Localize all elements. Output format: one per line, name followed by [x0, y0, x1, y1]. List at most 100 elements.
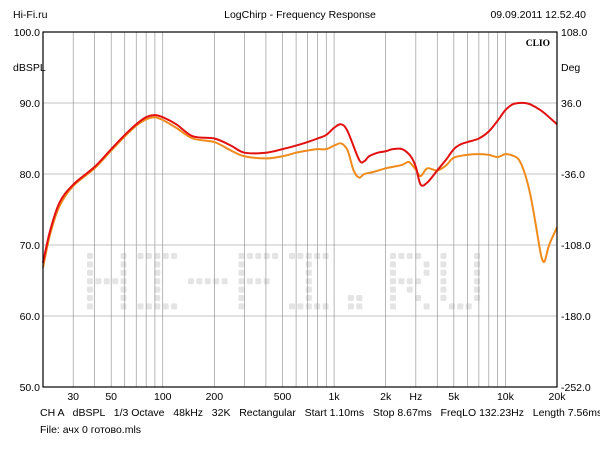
watermark-dot: [390, 278, 396, 285]
watermark-dot: [297, 303, 304, 310]
watermark-dot: [188, 278, 194, 285]
watermark-dot: [238, 303, 245, 310]
y-tick-label: 60.0: [20, 311, 41, 323]
watermark-dot: [154, 261, 161, 268]
y-tick-label: 80.0: [20, 169, 41, 181]
watermark-dot: [196, 278, 203, 285]
watermark-dot: [154, 253, 161, 259]
y-tick-label: 70.0: [20, 240, 41, 252]
watermark-dot: [120, 261, 127, 268]
watermark-dot: [238, 278, 245, 285]
watermark-dot: [145, 303, 152, 310]
watermark-dot: [87, 303, 93, 310]
y2-axis-label: Deg: [561, 62, 580, 74]
watermark-dot: [440, 286, 447, 293]
watermark-dot: [87, 286, 93, 293]
clio-brand-label: CLIO: [526, 39, 550, 49]
grid-layer: [43, 32, 557, 387]
y2-tick-label: -108.0: [561, 240, 591, 252]
watermark-dot: [457, 303, 464, 310]
y2-tick-label: -252.0: [561, 382, 591, 394]
watermark-dot: [87, 269, 93, 276]
watermark-dot: [87, 261, 93, 268]
y-tick-label: 50.0: [20, 382, 41, 394]
watermark-dot: [120, 269, 127, 276]
watermark-dot: [137, 253, 144, 259]
watermark-dot: [238, 295, 245, 301]
watermark-dot: [347, 303, 354, 310]
x-tick-label: 50: [105, 391, 117, 403]
watermark-dot: [474, 286, 481, 293]
x-tick-label: 30: [67, 391, 79, 403]
x-tick-label: Hz: [409, 391, 422, 403]
watermark-dot: [305, 253, 312, 259]
watermark-dot: [154, 303, 161, 310]
x-tick-label: 200: [206, 391, 224, 403]
watermark-dot: [406, 253, 413, 259]
watermark-dot: [246, 278, 253, 285]
watermark-dot: [238, 253, 245, 259]
watermark-dot: [263, 278, 270, 285]
watermark-dot: [213, 278, 220, 285]
watermark-dot: [305, 269, 312, 276]
y2-tick-label: -180.0: [561, 311, 591, 323]
watermark-dot: [440, 261, 447, 268]
watermark-dot: [423, 261, 430, 268]
watermark-dot: [246, 253, 253, 259]
watermark-dot: [120, 253, 127, 259]
y-axis-label: dBSPL: [13, 62, 46, 74]
watermark-dot: [171, 303, 178, 310]
watermark-dot: [162, 253, 169, 259]
watermark-dot: [120, 295, 127, 301]
watermark-dot: [87, 295, 93, 301]
x-tick-label: 1k: [329, 391, 341, 403]
watermark-dot: [305, 303, 312, 310]
watermark-dot: [440, 295, 447, 301]
watermark-dot: [390, 295, 396, 301]
watermark-dot: [448, 303, 455, 310]
watermark-dot: [440, 278, 447, 285]
watermark-dot: [145, 253, 152, 259]
watermark-dot: [112, 278, 119, 285]
watermark-dot: [221, 278, 228, 285]
watermark-dot: [390, 269, 396, 276]
y2-tick-label: 108.0: [561, 27, 587, 39]
watermark-dot: [171, 253, 178, 259]
watermark-dot: [154, 286, 161, 293]
watermark-dot: [356, 295, 363, 301]
watermark-dot: [305, 278, 312, 285]
series-line-2: [42, 116, 558, 268]
watermark-dot: [238, 269, 245, 276]
watermark-dot: [255, 253, 262, 259]
watermark-dot: [398, 278, 405, 285]
x-tick-label: 500: [274, 391, 292, 403]
watermark-dot: [154, 278, 161, 285]
y-tick-label: 100.0: [14, 27, 40, 39]
watermark-dot: [423, 303, 430, 310]
watermark-dot: [322, 253, 329, 259]
watermark-dot: [238, 286, 245, 293]
watermark-dot: [297, 253, 304, 259]
header-site-label: Hi-Fi.ru: [13, 9, 48, 21]
watermark-dot: [406, 278, 413, 285]
watermark-dot: [347, 295, 354, 301]
header-datetime: 09.09.2011 12.52.40: [490, 9, 586, 21]
watermark-dot: [87, 253, 93, 259]
watermark-dot: [120, 303, 127, 310]
watermark-dot: [137, 303, 144, 310]
series-line-1: [42, 101, 558, 263]
watermark-dot: [440, 253, 447, 259]
plot-frame: [42, 31, 558, 388]
watermark-dot: [95, 278, 102, 285]
watermark-dot: [87, 278, 93, 285]
chart-title: LogChirp - Frequency Response: [224, 9, 376, 21]
x-tick-label: 2k: [380, 391, 392, 403]
y-tick-label: 90.0: [20, 98, 41, 110]
series-layer: [42, 101, 558, 268]
watermark-dot: [390, 303, 396, 310]
watermark-dot: [305, 295, 312, 301]
watermark-dot: [272, 253, 279, 259]
watermark-dot: [289, 253, 295, 259]
watermark-dot: [120, 278, 127, 285]
